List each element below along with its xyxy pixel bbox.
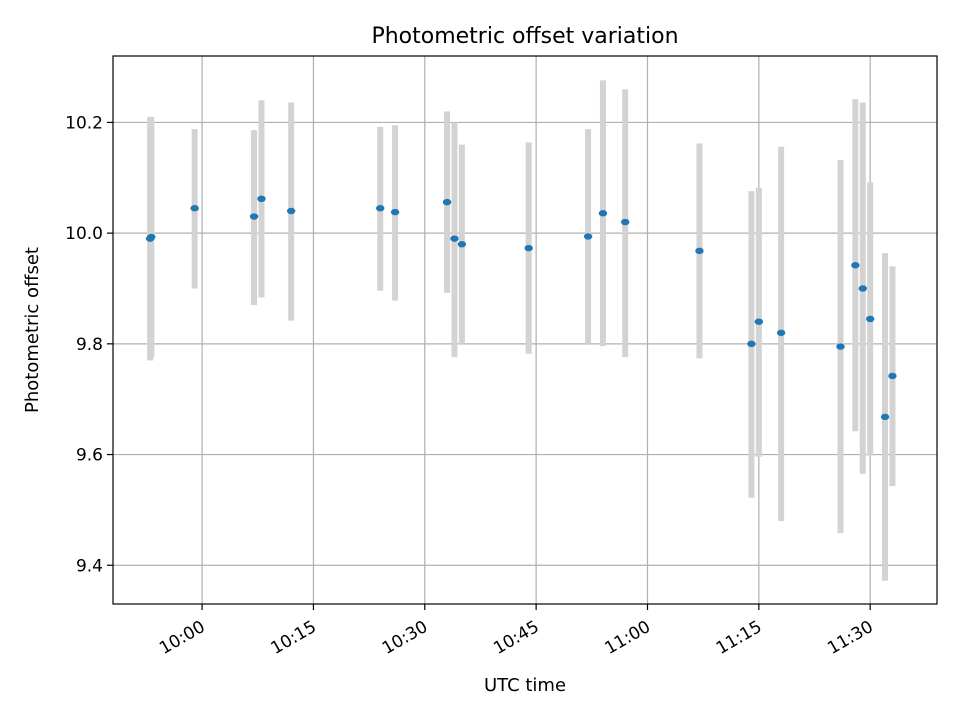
data-point — [858, 285, 867, 292]
data-point — [888, 372, 897, 380]
data-point — [851, 262, 860, 269]
data-point — [390, 208, 400, 216]
y-tick-label: 9.6 — [76, 446, 103, 466]
data-point — [621, 218, 630, 226]
data-point — [147, 233, 156, 241]
data-point — [836, 343, 845, 350]
data-point — [190, 205, 199, 212]
data-point — [442, 198, 452, 206]
data-point — [598, 210, 608, 217]
data-point — [583, 233, 593, 240]
data-point — [450, 235, 459, 242]
data-point — [695, 247, 704, 255]
chart-title: Photometric offset variation — [371, 24, 678, 49]
y-tick-label: 10.0 — [65, 224, 103, 244]
point-layer — [145, 195, 897, 421]
data-point — [457, 241, 467, 248]
x-axis-label: UTC time — [484, 675, 566, 696]
data-point — [524, 244, 533, 252]
y-axis-label: Photometric offset — [22, 247, 43, 413]
data-point — [880, 413, 890, 421]
data-point — [257, 195, 266, 203]
plot-frame — [112, 55, 938, 605]
data-point — [747, 340, 756, 348]
data-point — [376, 205, 385, 212]
data-point — [286, 207, 296, 215]
data-point — [249, 213, 259, 220]
y-tick-label: 9.8 — [76, 335, 103, 355]
y-tick-label: 10.2 — [65, 113, 103, 133]
data-point — [754, 318, 764, 325]
data-point — [865, 315, 875, 323]
y-tick-label: 9.4 — [76, 556, 103, 576]
data-point — [776, 329, 786, 336]
